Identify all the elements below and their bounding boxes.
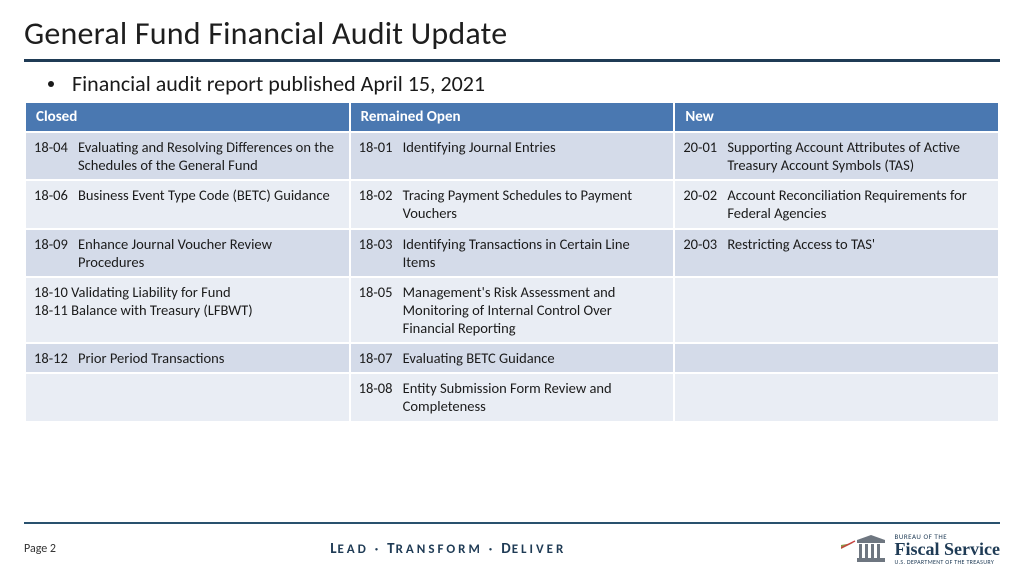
table-header-row: Closed Remained Open New [25, 102, 999, 132]
entry-code: 18-05 [359, 283, 403, 337]
logo-line2: Fiscal Service [895, 541, 1000, 558]
entry-code: 18-03 [359, 235, 403, 271]
title-rule [24, 59, 1000, 62]
page-title: General Fund Financial Audit Update [24, 14, 1000, 53]
page-number: Page 2 [24, 542, 56, 556]
entry-desc: Business Event Type Code (BETC) Guidance [78, 186, 341, 204]
audit-table: Closed Remained Open New 18-04Evaluating… [24, 101, 1000, 423]
entry-code: 18-06 [34, 186, 78, 204]
col-new: New [674, 102, 999, 132]
table-cell: 18-02Tracing Payment Schedules to Paymen… [350, 180, 675, 228]
entry-code: 18-02 [359, 186, 403, 222]
entry-desc: Restricting Access to TAS' [727, 235, 990, 253]
table-cell: 18-12Prior Period Transactions [25, 343, 350, 373]
bullet-line: Financial audit report published April 1… [24, 70, 1000, 97]
bullet-dot-icon [48, 81, 54, 87]
entry-desc: Identifying Transactions in Certain Line… [403, 235, 666, 271]
table-cell [674, 277, 999, 343]
entry-desc: Tracing Payment Schedules to Payment Vou… [403, 186, 666, 222]
col-remained-open: Remained Open [350, 102, 675, 132]
table-cell: 18-07Evaluating BETC Guidance [350, 343, 675, 373]
table-cell: 18-04Evaluating and Resolving Difference… [25, 132, 350, 180]
table-cell [674, 343, 999, 373]
entry-code: 18-09 [34, 235, 78, 271]
entry-desc: Evaluating and Resolving Differences on … [78, 138, 341, 174]
entry-code: 18-04 [34, 138, 78, 174]
table-cell: 18-01Identifying Journal Entries [350, 132, 675, 180]
table-cell: 20-01Supporting Account Attributes of Ac… [674, 132, 999, 180]
table-cell: 18-03Identifying Transactions in Certain… [350, 229, 675, 277]
building-icon [841, 532, 887, 566]
footer-rule [24, 522, 1000, 524]
footer: Page 2 LEAD · TRANSFORM · DELIVER [0, 522, 1024, 566]
entry-desc: Account Reconciliation Requirements for … [727, 186, 990, 222]
entry-code: 18-01 [359, 138, 403, 156]
table-cell: 20-02Account Reconciliation Requirements… [674, 180, 999, 228]
fiscal-service-logo: BUREAU OF THE Fiscal Service U.S. DEPART… [841, 532, 1000, 566]
table-row: 18-08Entity Submission Form Review and C… [25, 373, 999, 421]
table-row: 18-09Enhance Journal Voucher Review Proc… [25, 229, 999, 277]
entry-code: 20-03 [683, 235, 727, 253]
entry-code: 20-01 [683, 138, 727, 174]
entry-code: 18-08 [359, 379, 403, 415]
entry-code: 20-02 [683, 186, 727, 222]
entry-desc: Identifying Journal Entries [403, 138, 666, 156]
table-row: 18-04Evaluating and Resolving Difference… [25, 132, 999, 180]
entry-desc: Supporting Account Attributes of Active … [727, 138, 990, 174]
table-cell: 18-10 Validating Liability for Fund 18-1… [25, 277, 350, 343]
table-cell [674, 373, 999, 421]
table-cell: 18-08Entity Submission Form Review and C… [350, 373, 675, 421]
table-cell: 18-06Business Event Type Code (BETC) Gui… [25, 180, 350, 228]
table-cell: 20-03Restricting Access to TAS' [674, 229, 999, 277]
table-cell: 18-09Enhance Journal Voucher Review Proc… [25, 229, 350, 277]
table-cell: 18-05Management's Risk Assessment and Mo… [350, 277, 675, 343]
entry-desc: Management's Risk Assessment and Monitor… [403, 283, 666, 337]
table-row: 18-06Business Event Type Code (BETC) Gui… [25, 180, 999, 228]
col-closed: Closed [25, 102, 350, 132]
motto: LEAD · TRANSFORM · DELIVER [56, 540, 841, 558]
entry-desc: Evaluating BETC Guidance [403, 349, 666, 367]
entry-desc: Enhance Journal Voucher Review Procedure… [78, 235, 341, 271]
logo-line3: U.S. DEPARTMENT OF THE TREASURY [895, 558, 1000, 566]
table-row: 18-12Prior Period Transactions18-07Evalu… [25, 343, 999, 373]
entry-desc: Prior Period Transactions [78, 349, 341, 367]
entry-code: 18-07 [359, 349, 403, 367]
bullet-text: Financial audit report published April 1… [72, 70, 485, 97]
entry-code: 18-12 [34, 349, 78, 367]
slide: General Fund Financial Audit Update Fina… [0, 0, 1024, 576]
table-row: 18-10 Validating Liability for Fund 18-1… [25, 277, 999, 343]
entry-desc: Entity Submission Form Review and Comple… [403, 379, 666, 415]
table-cell [25, 373, 350, 421]
